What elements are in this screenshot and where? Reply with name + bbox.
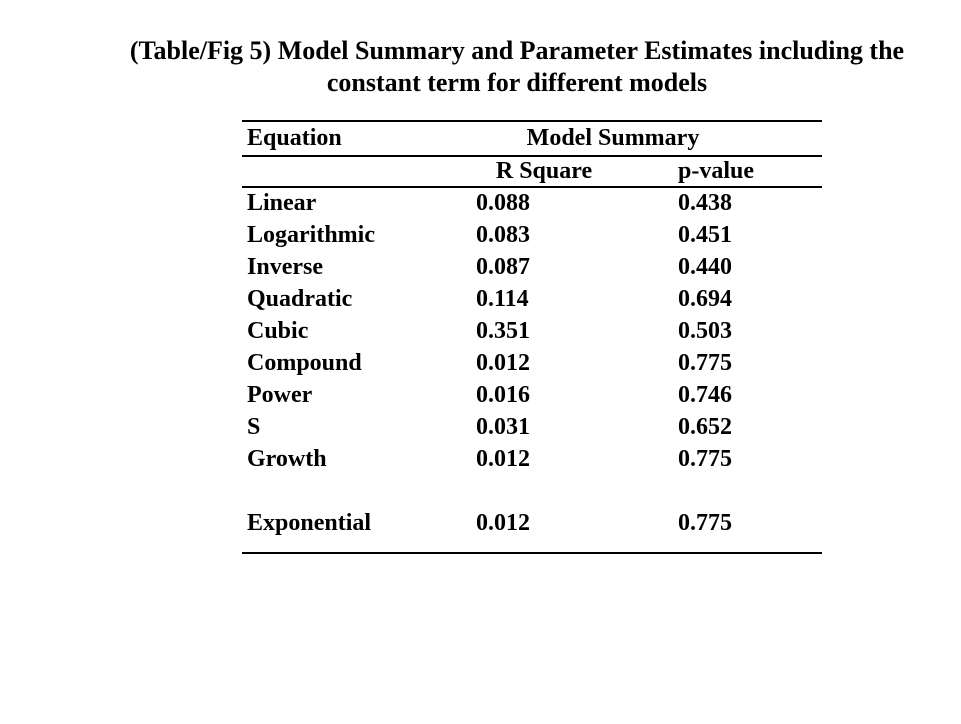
r-square-cell: 0.114 <box>476 285 529 312</box>
p-value-cell: 0.438 <box>678 190 732 216</box>
table-row-s: S 0.031 0.652 <box>242 411 822 443</box>
column-header-equation: Equation <box>242 120 449 157</box>
r-square-cell: 0.083 <box>476 221 530 248</box>
table-row-inverse: Inverse 0.087 0.440 <box>242 251 822 283</box>
table-row-exponential: Exponential 0.012 0.775 <box>242 507 822 539</box>
table-row-cubic: Cubic 0.351 0.503 <box>242 315 822 347</box>
figure-title-line1: (Table/Fig 5) Model Summary and Paramete… <box>129 36 905 65</box>
r-square-cell: 0.088 <box>476 190 530 216</box>
r-square-cell: 0.351 <box>476 317 530 344</box>
equation-cell: Inverse <box>247 253 323 280</box>
equation-cell: S <box>247 413 261 440</box>
figure-title-line2: constant term for different models <box>326 68 708 97</box>
p-value-cell: 0.775 <box>678 349 732 376</box>
table-row-linear: Linear 0.088 0.438 <box>242 187 822 219</box>
p-value-cell: 0.451 <box>678 221 732 248</box>
r-square-cell: 0.031 <box>476 413 530 440</box>
equation-cell: Growth <box>247 445 327 472</box>
table-row-growth: Growth 0.012 0.775 <box>242 443 822 475</box>
header-row-group: Equation Model Summary <box>242 120 822 157</box>
equation-cell: Exponential <box>247 509 372 536</box>
header-row-columns: R Square p-value <box>242 156 822 188</box>
r-square-cell: 0.012 <box>476 445 530 472</box>
equation-cell: Logarithmic <box>247 221 375 248</box>
r-square-cell: 0.087 <box>476 253 530 280</box>
figure-title: (Table/Fig 5) Model Summary and Paramete… <box>97 35 937 99</box>
equation-cell: Linear <box>247 190 317 216</box>
p-value-cell: 0.746 <box>678 381 732 408</box>
blank-spacer-row <box>242 475 822 507</box>
model-summary-table: Equation Model Summary R Square p-value … <box>242 120 822 554</box>
table-row-logarithmic: Logarithmic 0.083 0.451 <box>242 219 822 251</box>
p-value-cell: 0.652 <box>678 413 732 440</box>
column-header-p-value: p-value <box>639 156 822 188</box>
table-row-compound: Compound 0.012 0.775 <box>242 347 822 379</box>
p-value-cell: 0.775 <box>678 509 732 536</box>
column-header-blank <box>242 156 449 188</box>
r-square-cell: 0.012 <box>476 509 530 536</box>
p-value-cell: 0.775 <box>678 445 732 472</box>
bottom-padding-row <box>242 539 822 553</box>
equation-cell: Compound <box>247 349 362 376</box>
group-header-model-summary: Model Summary <box>449 120 822 157</box>
p-value-cell: 0.503 <box>678 317 732 344</box>
p-value-cell: 0.694 <box>678 285 732 312</box>
p-value-cell: 0.440 <box>678 253 732 280</box>
r-square-cell: 0.016 <box>476 381 530 408</box>
table-row-quadratic: Quadratic 0.114 0.694 <box>242 283 822 315</box>
column-header-r-square: R Square <box>449 156 639 188</box>
r-square-cell: 0.012 <box>476 349 530 376</box>
equation-cell: Power <box>247 381 313 408</box>
equation-cell: Cubic <box>247 317 309 344</box>
table-row-power: Power 0.016 0.746 <box>242 379 822 411</box>
equation-cell: Quadratic <box>247 285 353 312</box>
